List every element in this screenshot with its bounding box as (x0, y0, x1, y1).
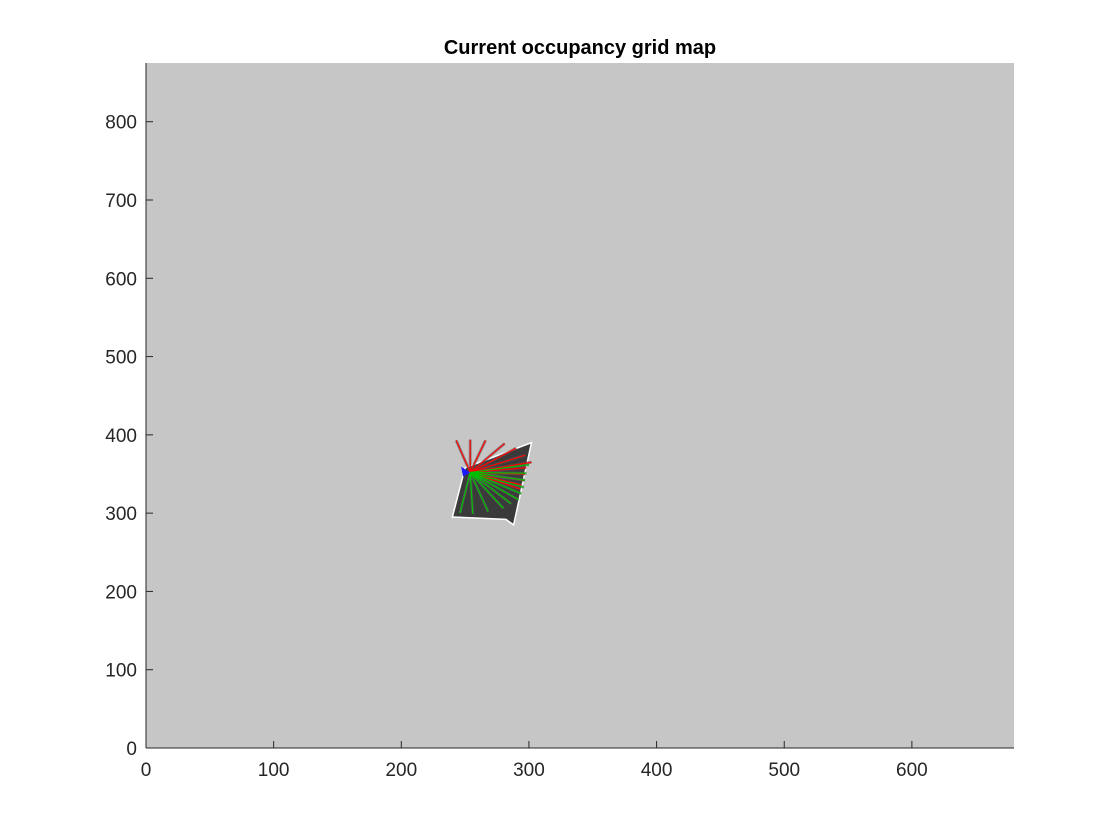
green-ray (470, 464, 530, 474)
green-ray (470, 471, 526, 481)
green-ray (469, 471, 522, 495)
red-ray (469, 447, 517, 473)
green-ray (469, 471, 520, 501)
green-ray (469, 472, 504, 509)
y-tick-label: 500 (105, 348, 137, 369)
x-tick-label: 600 (896, 760, 928, 781)
green-ray (470, 471, 527, 474)
green-ray (469, 472, 489, 512)
y-tick-label: 600 (105, 269, 137, 290)
map-background (146, 63, 1014, 748)
green-ray (469, 472, 474, 514)
plot-area: 0 100 200 300 400 500 600 0 100 200 300 400 500 600 70… (105, 63, 1014, 781)
x-tick-label: 400 (641, 760, 673, 781)
y-tick-label: 400 (105, 426, 137, 447)
y-tick-label: 0 (126, 739, 137, 760)
green-ray (459, 472, 471, 514)
green-ray (470, 471, 524, 488)
red-ray (470, 454, 526, 474)
x-tick-label: 200 (385, 760, 417, 781)
x-tick-label: 300 (513, 760, 545, 781)
y-tick-label: 200 (105, 582, 137, 603)
y-tick-label: 800 (105, 113, 137, 134)
y-tick-label: 300 (105, 504, 137, 525)
x-tick-label: 100 (258, 760, 290, 781)
red-ray (469, 443, 506, 473)
robot-marker (461, 466, 471, 477)
green-ray (469, 471, 512, 505)
red-ray (469, 440, 487, 473)
chart-title: Current occupancy grid map (444, 37, 716, 59)
red-ray (455, 440, 471, 473)
x-tick-label: 0 (141, 760, 152, 781)
y-tick-label: 700 (105, 191, 137, 212)
x-tick-label: 500 (768, 760, 800, 781)
y-tick-label: 100 (105, 661, 137, 682)
